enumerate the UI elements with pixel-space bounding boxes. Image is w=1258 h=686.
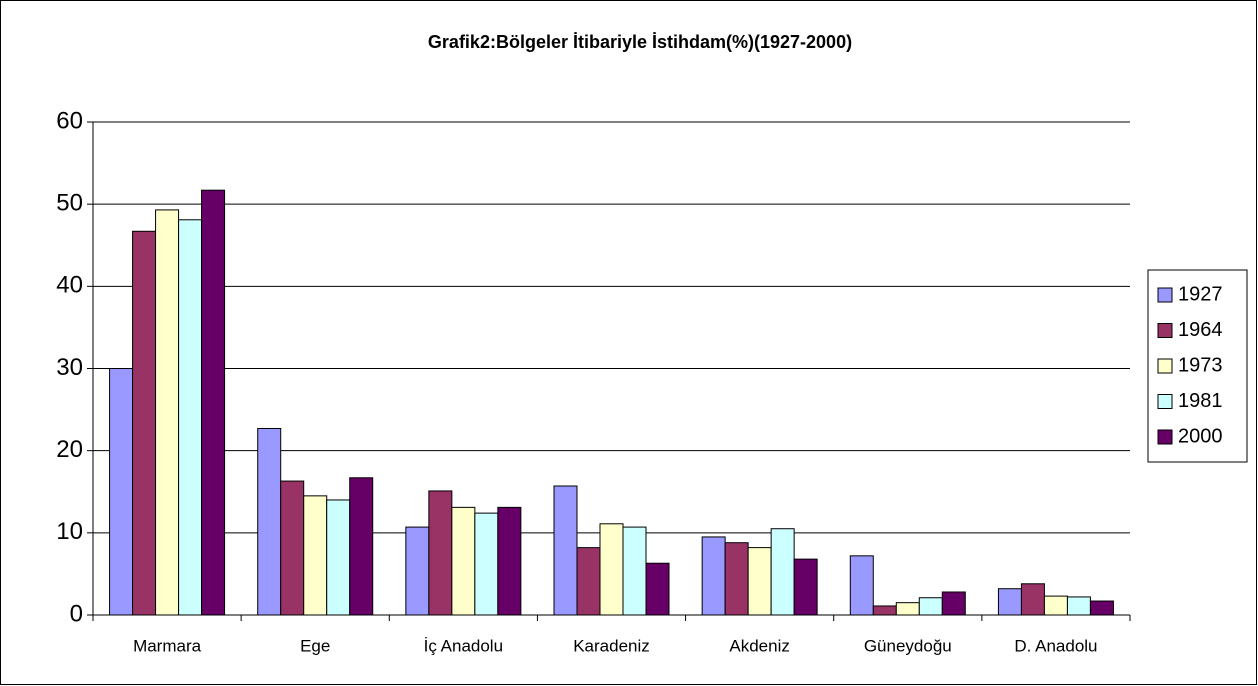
bar — [895, 602, 920, 616]
x-tick-label: İç Anadolu — [424, 636, 503, 655]
x-tick-label: Karadeniz — [573, 636, 650, 655]
bar — [997, 588, 1022, 616]
y-tick-label: 30 — [56, 354, 83, 381]
bar — [599, 523, 624, 616]
y-tick-label: 20 — [56, 436, 83, 463]
bar — [941, 591, 966, 616]
bar — [178, 219, 203, 616]
bar — [622, 526, 647, 616]
bar — [1020, 583, 1045, 616]
chart-title: Grafik2:Bölgeler İtibariyle İstihdam(%)(… — [428, 32, 852, 52]
bar — [405, 526, 430, 616]
legend-label: 1964 — [1178, 319, 1223, 341]
bar — [428, 490, 453, 616]
bar — [724, 542, 749, 616]
legend-label: 2000 — [1178, 425, 1223, 447]
bar — [1066, 596, 1091, 616]
bar — [872, 605, 897, 616]
bar — [576, 547, 601, 616]
bar — [645, 562, 670, 616]
bar — [474, 512, 499, 616]
y-tick-label: 0 — [70, 600, 83, 627]
bar — [201, 189, 226, 616]
x-tick-label: Akdeniz — [729, 636, 789, 655]
bar — [497, 506, 522, 616]
y-tick-label: 50 — [56, 190, 83, 217]
bar — [770, 528, 795, 616]
x-tick-label: D. Anadolu — [1014, 636, 1097, 655]
y-tick-label: 10 — [56, 518, 83, 545]
legend-swatch — [1157, 323, 1173, 338]
bar — [280, 480, 305, 616]
legend-swatch — [1157, 287, 1173, 303]
bar — [132, 230, 157, 616]
legend-label: 1973 — [1178, 354, 1223, 376]
legend-label: 1927 — [1178, 283, 1223, 305]
bar — [701, 536, 726, 616]
bar — [109, 368, 134, 616]
bar — [326, 499, 351, 616]
y-tick-label: 40 — [56, 272, 83, 299]
bar — [303, 495, 328, 616]
bar — [918, 597, 943, 616]
bar — [849, 555, 874, 616]
bar — [257, 427, 282, 616]
bar — [1043, 595, 1068, 616]
bar — [155, 209, 180, 616]
x-tick-label: Ege — [300, 636, 330, 655]
bar — [553, 485, 578, 616]
legend-label: 1981 — [1178, 390, 1223, 412]
legend-swatch — [1157, 358, 1173, 374]
bar — [793, 558, 818, 616]
y-tick-label: 60 — [56, 107, 83, 134]
bar — [451, 506, 476, 616]
legend-swatch — [1157, 394, 1173, 409]
x-tick-label: Güneydoğu — [864, 636, 952, 655]
bar — [1089, 600, 1114, 616]
bar — [747, 547, 772, 616]
x-tick-label: Marmara — [133, 636, 202, 655]
bar — [349, 477, 374, 616]
legend-swatch — [1157, 429, 1173, 445]
